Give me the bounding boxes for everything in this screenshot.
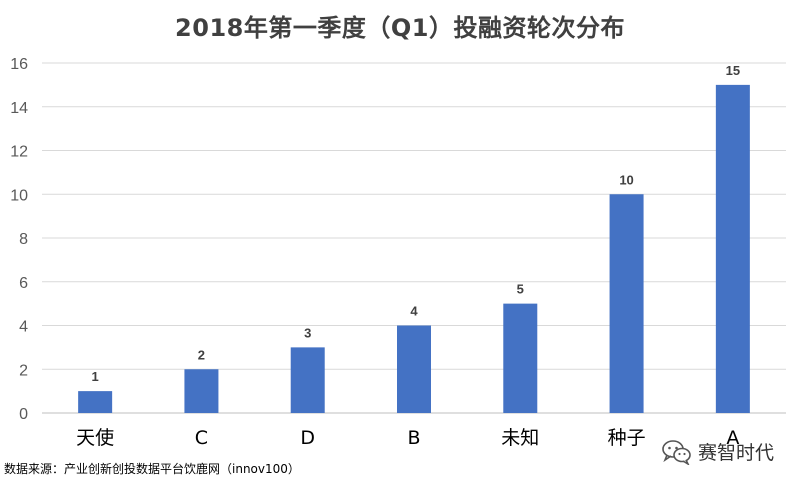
- brand-badge: 赛智时代: [662, 438, 774, 465]
- data-label: 1: [92, 369, 99, 384]
- bar: [78, 391, 113, 413]
- y-tick-label: 8: [19, 231, 28, 248]
- data-label: 15: [726, 63, 740, 78]
- x-tick-label: 天使: [76, 427, 114, 449]
- y-tick-label: 14: [10, 100, 28, 117]
- bar: [715, 84, 750, 413]
- y-tick-label: 16: [10, 56, 28, 73]
- y-tick-label: 12: [10, 144, 28, 161]
- y-tick-label: 2: [19, 362, 28, 379]
- data-label: 5: [517, 282, 524, 297]
- bar: [503, 303, 538, 413]
- source-note: 数据来源：产业创新创投数据平台饮鹿网（innov100）: [4, 462, 300, 476]
- data-label: 3: [304, 325, 311, 340]
- brand-label: 赛智时代: [698, 442, 775, 464]
- bar: [290, 347, 325, 413]
- x-tick-label: C: [195, 427, 208, 449]
- y-tick-label: 4: [19, 319, 28, 336]
- x-tick-label: A: [726, 427, 739, 449]
- chart-title: 2018年第一季度（Q1）投融资轮次分布: [175, 14, 625, 42]
- y-tick-label: 6: [19, 275, 28, 292]
- bar: [397, 325, 431, 413]
- x-tick-label: 未知: [501, 427, 539, 449]
- data-label: 10: [619, 172, 633, 187]
- bar: [184, 369, 219, 413]
- wechat-icon: [662, 439, 691, 465]
- bar: [609, 194, 644, 413]
- x-tick-label: D: [300, 427, 315, 449]
- data-label: 2: [198, 347, 205, 362]
- x-tick-label: B: [407, 427, 420, 449]
- y-tick-label: 0: [19, 406, 28, 423]
- x-tick-label: 种子: [608, 427, 646, 449]
- y-tick-label: 10: [10, 187, 28, 204]
- data-label: 4: [410, 304, 418, 319]
